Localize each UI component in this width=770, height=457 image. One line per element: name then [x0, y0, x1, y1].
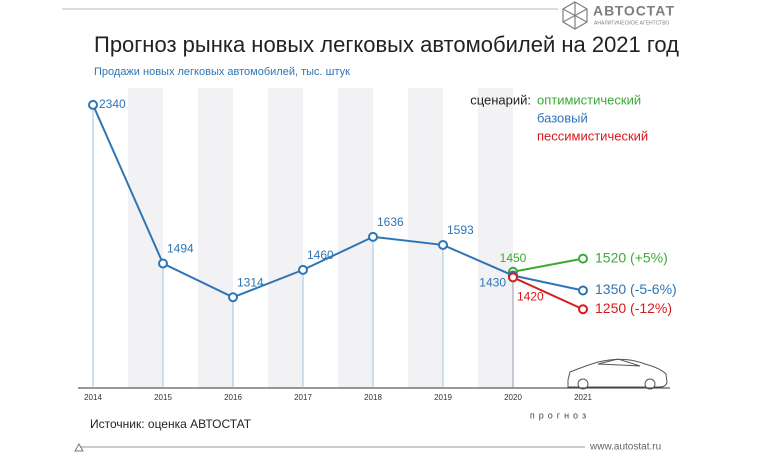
point — [578, 285, 588, 296]
logo-icon — [562, 1, 588, 30]
source: Источник: оценка АВТОСТАТ — [90, 417, 252, 431]
x-tick-label: 2021 — [574, 393, 592, 402]
series-line — [92, 104, 584, 299]
legend-entry: базовый — [537, 110, 588, 125]
x-tick-label: 2019 — [434, 393, 452, 402]
point — [88, 99, 98, 110]
point — [508, 272, 518, 283]
point — [368, 231, 378, 242]
x-tick-label: 2018 — [364, 393, 382, 402]
data-label: 1450 — [500, 251, 527, 265]
chart-subtitle: Продажи новых легковых автомобилей, тыс.… — [94, 66, 350, 78]
data-label: 1420 — [517, 290, 544, 304]
point — [158, 258, 168, 269]
series-line — [512, 257, 584, 273]
logo-subtitle: АНАЛИТИЧЕСКОЕ АГЕНТСТВО — [594, 20, 669, 26]
column-band — [198, 88, 233, 388]
point — [578, 304, 588, 315]
point — [298, 264, 308, 275]
data-label: 1460 — [307, 248, 334, 262]
logo: АВТОСТАТ — [593, 3, 675, 19]
data-label: 1636 — [377, 215, 404, 229]
website: www.autostat.ru — [589, 442, 661, 453]
data-label: 1520 (+5%) — [595, 249, 668, 265]
legend-entry: пессимистический — [537, 128, 648, 143]
point — [578, 253, 588, 264]
x-tick-label: 2017 — [294, 393, 312, 402]
chart-title: Прогноз рынка новых легковых автомобилей… — [94, 32, 679, 57]
column-band — [268, 88, 303, 388]
point — [438, 239, 448, 250]
data-label: 1593 — [447, 223, 474, 237]
bottom-icon — [74, 442, 84, 452]
data-label: 1494 — [167, 242, 194, 256]
data-label: 1430 — [479, 276, 506, 290]
column-band — [338, 88, 373, 388]
column-band — [478, 88, 513, 388]
car-icon — [567, 358, 668, 390]
column-band — [408, 88, 443, 388]
x-tick-label: 2020 — [504, 393, 522, 402]
data-label: 1350 (-5-6%) — [595, 281, 677, 297]
point — [228, 292, 238, 303]
data-label: 1250 (-12%) — [595, 300, 672, 316]
x-tick-label: 2015 — [154, 393, 172, 402]
data-label: 2340 — [99, 97, 126, 111]
series-line — [512, 276, 584, 311]
legend-title: сценарий: — [470, 92, 531, 107]
legend-entry: оптимистический — [537, 92, 641, 107]
column-band — [128, 88, 163, 388]
forecast-label: прогноз — [530, 410, 590, 420]
data-label: 1314 — [237, 275, 264, 289]
x-tick-label: 2016 — [224, 393, 242, 402]
x-tick-label: 2014 — [84, 393, 102, 402]
